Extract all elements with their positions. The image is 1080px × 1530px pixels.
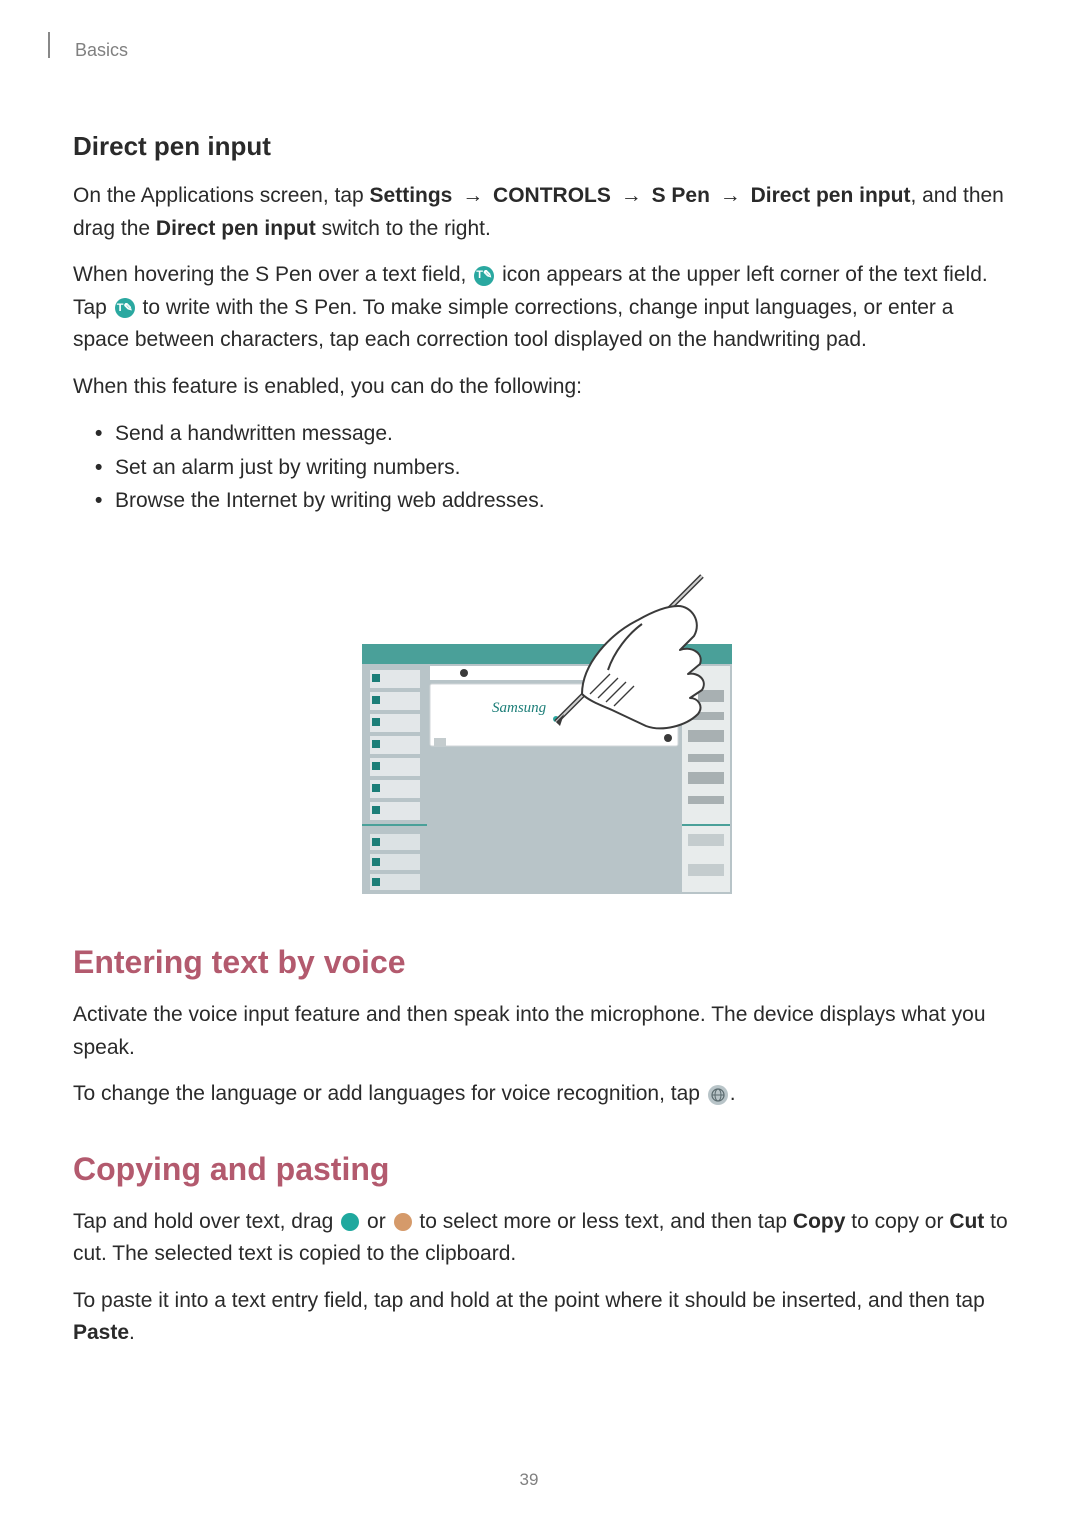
text: On the Applications screen, tap <box>73 184 370 207</box>
text: To change the language or add languages … <box>73 1082 706 1105</box>
direct-p1: On the Applications screen, tap Settings… <box>73 180 1010 245</box>
copy-p1: Tap and hold over text, drag or to selec… <box>73 1206 1010 1271</box>
list-item: Send a handwritten message. <box>95 417 1010 451</box>
page-number: 39 <box>48 1470 1010 1490</box>
page-content: Direct pen input On the Applications scr… <box>48 131 1010 1350</box>
paste-label: Paste <box>73 1321 129 1344</box>
handwriting-sample: Samsung <box>492 700 547 716</box>
settings-label: Settings <box>370 184 453 207</box>
illustration-handwriting: < Samsung <box>73 544 1010 904</box>
direct-pen-input-label: Direct pen input <box>751 184 911 207</box>
voice-p2: To change the language or add languages … <box>73 1078 1010 1111</box>
direct-pen-input-label2: Direct pen input <box>156 217 316 240</box>
copy-label: Copy <box>793 1210 846 1233</box>
text: . <box>730 1082 736 1105</box>
text: to select more or less text, and then ta… <box>419 1210 793 1233</box>
globe-icon <box>708 1085 728 1105</box>
voice-p1: Activate the voice input feature and the… <box>73 999 1010 1064</box>
header-rule <box>48 32 50 58</box>
section-title-direct: Direct pen input <box>73 131 1010 162</box>
text: Tap and hold over text, drag <box>73 1210 339 1233</box>
arrow-icon: → <box>621 180 642 213</box>
text: or <box>367 1210 392 1233</box>
text: When hovering the S Pen over a text fiel… <box>73 263 472 286</box>
selection-handle-end-icon <box>394 1213 412 1231</box>
handwriting-illustration-svg: < Samsung <box>342 544 742 904</box>
text: to write with the S Pen. To make simple … <box>73 296 953 352</box>
pen-tap-icon: T✎ <box>115 298 135 318</box>
breadcrumb: Basics <box>75 40 128 61</box>
text: To paste it into a text entry field, tap… <box>73 1289 985 1312</box>
selection-handle-start-icon <box>341 1213 359 1231</box>
controls-label: CONTROLS <box>493 184 611 207</box>
spen-label: S Pen <box>652 184 710 207</box>
list-item: Browse the Internet by writing web addre… <box>95 484 1010 518</box>
text: . <box>129 1321 135 1344</box>
direct-bullets: Send a handwritten message. Set an alarm… <box>95 417 1010 518</box>
list-item: Set an alarm just by writing numbers. <box>95 451 1010 485</box>
arrow-icon: → <box>720 180 741 213</box>
copy-p2: To paste it into a text entry field, tap… <box>73 1285 1010 1350</box>
page-header: Basics <box>48 40 1010 61</box>
text: switch to the right. <box>316 217 491 240</box>
arrow-icon: → <box>462 180 483 213</box>
text: to copy or <box>851 1210 949 1233</box>
direct-p2: When hovering the S Pen over a text fiel… <box>73 259 1010 357</box>
cut-label: Cut <box>949 1210 984 1233</box>
direct-p3: When this feature is enabled, you can do… <box>73 371 1010 404</box>
section-title-voice: Entering text by voice <box>73 944 1010 981</box>
section-title-copy: Copying and pasting <box>73 1151 1010 1188</box>
pen-hover-icon: T✎ <box>474 266 494 286</box>
